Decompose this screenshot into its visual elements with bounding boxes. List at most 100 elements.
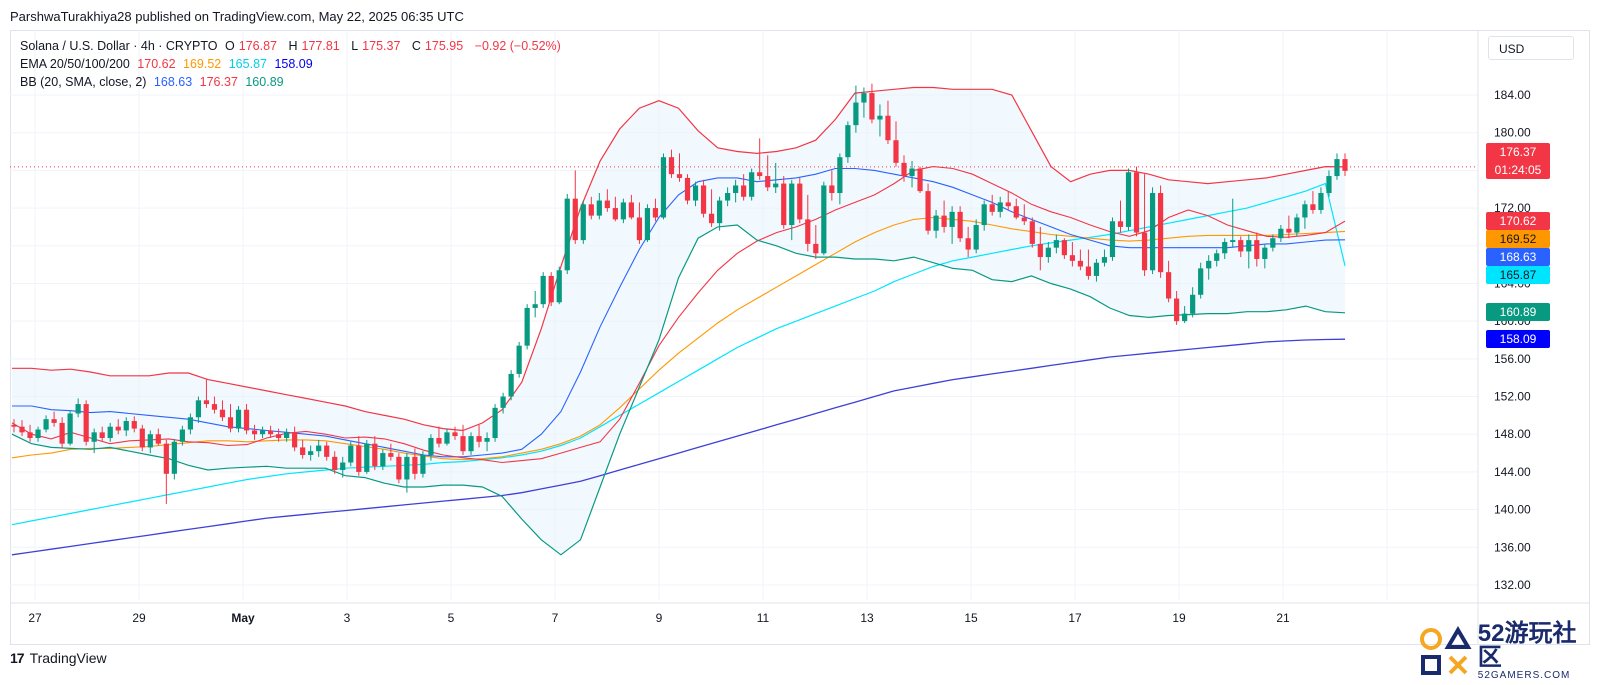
candle <box>1230 198 1236 248</box>
candle <box>813 225 819 259</box>
candle <box>436 426 442 448</box>
candle-body <box>1085 266 1092 276</box>
candle <box>660 153 667 220</box>
candle-body <box>275 434 282 438</box>
candle-body <box>259 430 266 435</box>
candle <box>676 153 683 182</box>
candle-body <box>644 208 651 241</box>
candle-body <box>901 162 907 177</box>
price-tag-text: 160.89 <box>1500 305 1537 319</box>
candle <box>1013 198 1019 220</box>
price-tag: 165.87 <box>1486 266 1550 284</box>
candle-body <box>981 204 987 226</box>
candle-body <box>877 115 883 120</box>
ohlc-change: −0.92 (−0.52%) <box>474 39 561 53</box>
y-tick-label: 184.00 <box>1494 88 1531 102</box>
candle <box>1342 153 1348 177</box>
candle <box>372 436 378 471</box>
candle-body <box>316 445 322 452</box>
candle-body <box>733 185 739 193</box>
candle-body <box>1214 253 1220 261</box>
candle-body <box>1021 217 1027 222</box>
candle-body <box>564 198 570 271</box>
candle-body <box>813 243 819 254</box>
y-tick-label: 180.00 <box>1494 126 1531 140</box>
ema20-line <box>11 166 1346 464</box>
candle <box>981 200 987 231</box>
candle <box>131 416 137 433</box>
candle-body <box>300 447 306 455</box>
candle <box>1326 170 1332 197</box>
watermark: 52游玩社区 52GAMERS.COM <box>1418 622 1600 681</box>
ema20-value: 170.62 <box>137 57 176 71</box>
candle <box>644 204 651 242</box>
candle-body <box>163 443 169 474</box>
candle-body <box>933 215 939 231</box>
tradingview-footer[interactable]: 17 TradingView <box>10 650 107 666</box>
candle-body <box>741 185 747 197</box>
candle-body <box>500 396 506 408</box>
author-name[interactable]: ParshwaTurakhiya28 <box>10 9 132 24</box>
candle-body <box>1053 240 1059 248</box>
candle-body <box>636 217 643 241</box>
candle <box>356 436 362 476</box>
candle-body <box>588 204 594 216</box>
ema-legend: EMA 20/50/100/200 170.62 169.52 165.87 1… <box>20 57 317 71</box>
candle <box>267 425 274 438</box>
candle-body <box>19 426 25 433</box>
candle-body <box>548 275 554 303</box>
candle-body <box>235 409 242 429</box>
candle-body <box>324 445 330 457</box>
candle <box>1270 234 1276 252</box>
currency-button[interactable]: USD <box>1488 36 1574 60</box>
candle <box>805 194 811 252</box>
candle-body <box>941 215 947 227</box>
ema50-line <box>11 216 1346 461</box>
candle-body <box>516 345 522 374</box>
price-tag: 169.52 <box>1486 230 1550 248</box>
bb-upper-line <box>12 86 1346 432</box>
candle <box>700 179 707 218</box>
candle <box>316 439 322 457</box>
price-tag: 168.63 <box>1486 248 1550 266</box>
candle-body <box>556 270 562 303</box>
candle <box>845 121 851 163</box>
bb-label[interactable]: BB (20, SMA, close, 2) <box>20 75 147 89</box>
candle-body <box>428 438 434 455</box>
candle-body <box>652 208 659 218</box>
candle-body <box>1157 193 1164 273</box>
x-tick-label: 17 <box>1068 611 1082 625</box>
candle-body <box>524 307 530 346</box>
candle-body <box>1222 242 1228 254</box>
candle <box>781 176 787 229</box>
symbol-title[interactable]: Solana / U.S. Dollar · 4h · CRYPTO <box>20 39 218 53</box>
ema-label[interactable]: EMA 20/50/100/200 <box>20 57 130 71</box>
candle <box>324 441 330 461</box>
candle-body <box>396 456 402 480</box>
candle-body <box>27 432 33 438</box>
candle <box>901 155 907 182</box>
bb-upper-value: 176.37 <box>199 75 238 89</box>
candle <box>580 200 586 244</box>
candle <box>1029 217 1035 248</box>
candle-body <box>75 404 81 414</box>
x-tick-label: 9 <box>656 611 663 625</box>
candle-body <box>1230 240 1236 242</box>
candle <box>388 443 394 461</box>
candle-body <box>203 400 210 405</box>
candle-body <box>821 185 827 254</box>
candle <box>508 370 514 401</box>
candle <box>51 411 57 427</box>
candle-body <box>1174 298 1180 322</box>
candle-body <box>267 430 274 435</box>
candle <box>300 439 306 459</box>
candle-body <box>572 198 578 241</box>
candle-body <box>155 434 161 444</box>
candle-body <box>805 219 811 244</box>
candle <box>1037 226 1043 271</box>
candle-body <box>949 211 955 227</box>
y-tick-label: 140.00 <box>1494 503 1531 517</box>
candle-body <box>1117 221 1124 227</box>
chart-frame <box>10 30 1590 645</box>
